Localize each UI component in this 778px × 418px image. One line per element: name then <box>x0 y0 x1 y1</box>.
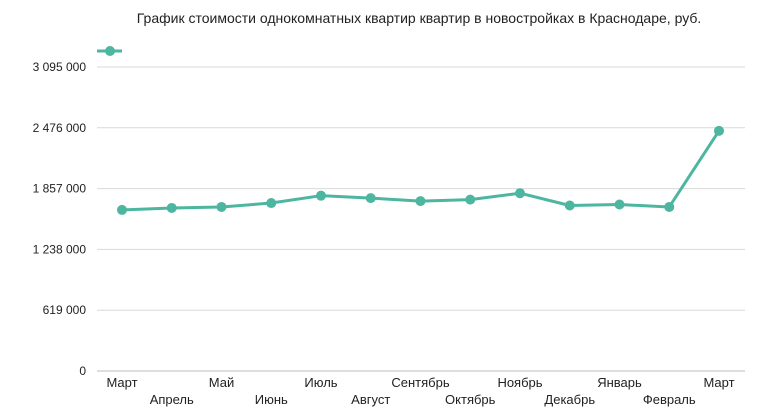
x-tick-label: Май <box>209 375 234 390</box>
x-tick-label: Декабрь <box>544 392 595 407</box>
x-tick-label: Сентябрь <box>391 375 449 390</box>
data-point <box>465 194 476 205</box>
y-tick-label: 1 238 000 <box>33 242 87 256</box>
data-point <box>614 199 625 210</box>
x-tick-label: Июль <box>304 375 337 390</box>
legend-marker <box>105 46 115 56</box>
x-tick-label: Февраль <box>643 392 696 407</box>
data-point <box>365 193 376 204</box>
chart-title: График стоимости однокомнатных квартир к… <box>136 10 702 26</box>
legend <box>97 46 122 56</box>
data-point <box>216 201 227 212</box>
x-tick-label: Ноябрь <box>497 375 542 390</box>
x-tick-label: Январь <box>597 375 642 390</box>
data-point <box>714 125 724 136</box>
data-point <box>564 200 575 211</box>
series-group <box>117 125 724 215</box>
x-tick-label: Март <box>106 375 137 390</box>
data-point <box>166 202 177 213</box>
x-tick-label: Октябрь <box>445 392 496 407</box>
data-point <box>664 201 675 212</box>
x-tick-label: Июнь <box>255 392 288 407</box>
y-tick-label: 0 <box>79 364 86 378</box>
grid-lines <box>97 66 745 372</box>
data-point <box>266 198 277 209</box>
y-tick-label: 3 095 000 <box>33 60 87 74</box>
x-tick-label: Август <box>351 392 390 407</box>
data-point <box>117 204 127 215</box>
y-tick-label: 2 476 000 <box>33 121 87 135</box>
x-tick-label: Март <box>703 375 734 390</box>
y-axis: 0 619 000 1 238 000 1 857 000 2 476 000 3 095… <box>33 60 87 378</box>
y-tick-label: 1 857 000 <box>33 182 87 196</box>
data-point <box>415 196 426 207</box>
data-point <box>515 188 525 199</box>
x-tick-label: Апрель <box>150 392 194 407</box>
y-tick-label: 619 000 <box>43 303 87 317</box>
data-point <box>316 190 326 201</box>
